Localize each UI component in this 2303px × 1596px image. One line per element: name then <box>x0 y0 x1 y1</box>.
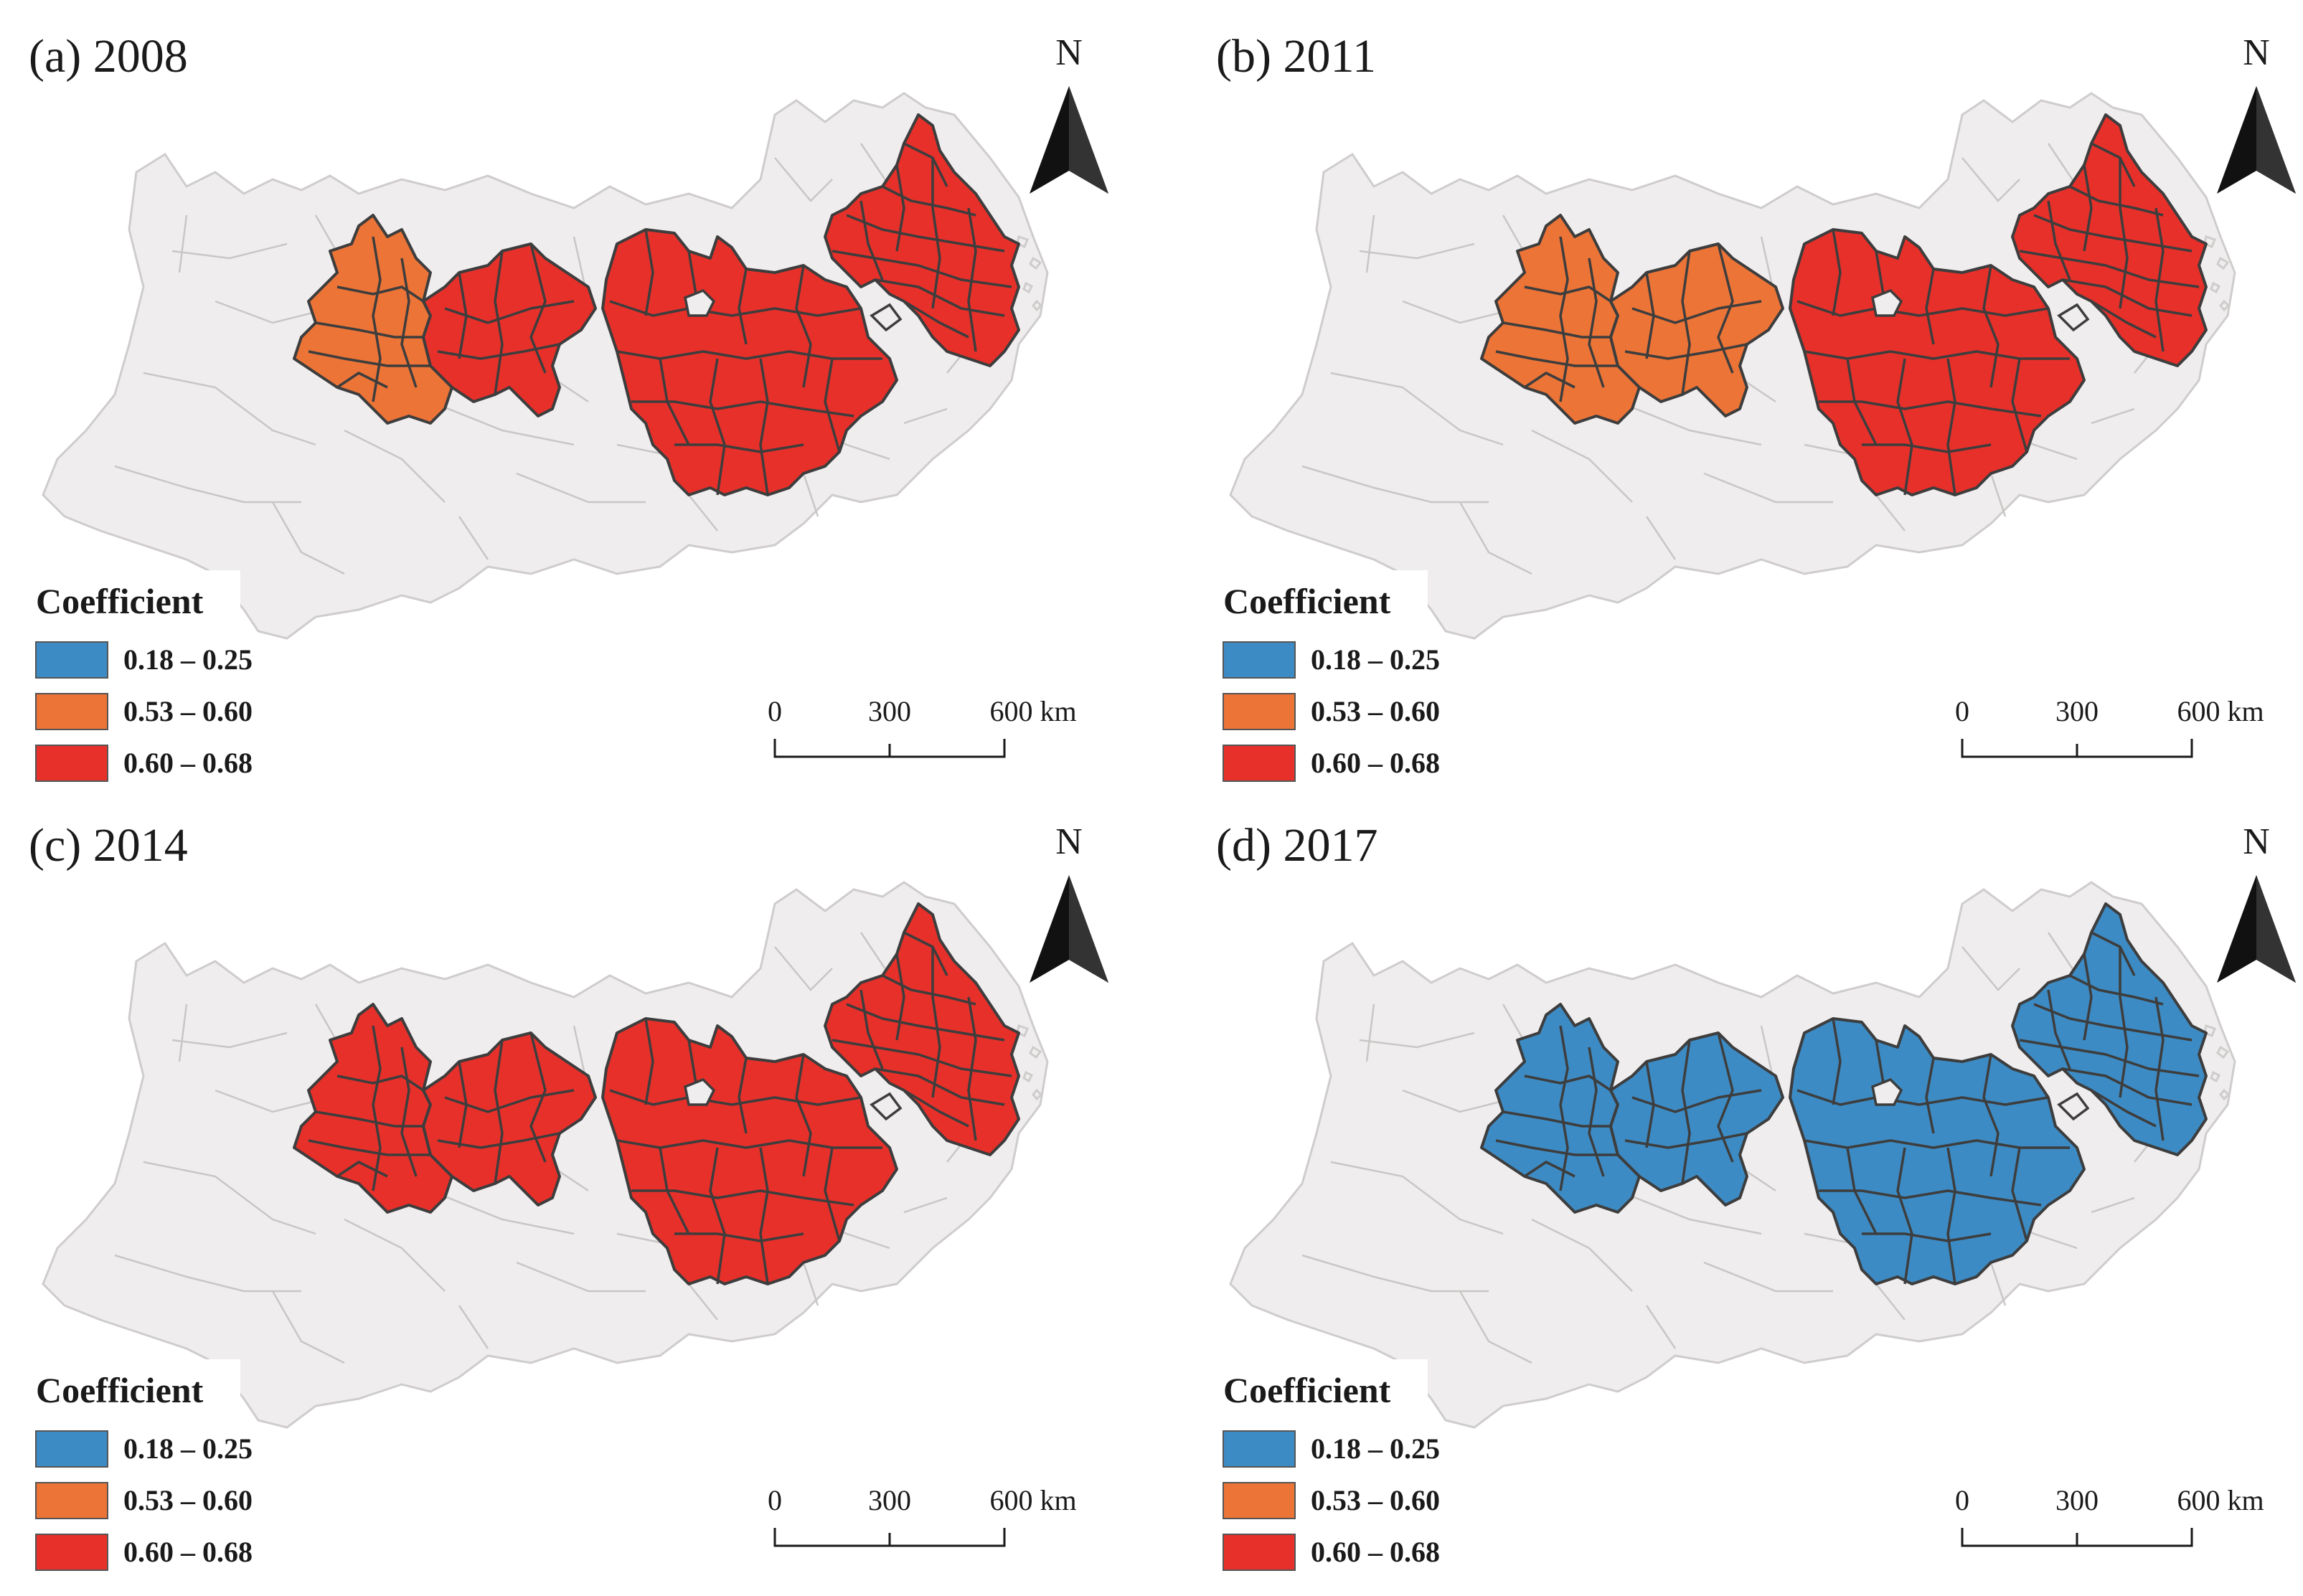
legend-swatch <box>1223 1534 1296 1571</box>
legend-label: 0.53 – 0.60 <box>1311 1484 1440 1516</box>
scale-tick-label: 600 km <box>989 1484 1076 1516</box>
north-label: N <box>2243 821 2270 862</box>
legend-label: 0.53 – 0.60 <box>123 695 253 727</box>
scale-tick-label: 300 <box>2055 1484 2099 1516</box>
legend-swatch <box>35 745 108 782</box>
map-panel-c: (c) 2014 N Coefficient 0.18 – 0.25 0.53 – 0.… <box>25 819 1108 1574</box>
legend: Coefficient 0.18 – 0.25 0.53 – 0.60 0.60 – … <box>25 1359 253 1574</box>
panel-title: (d) 2017 <box>1216 819 1377 872</box>
legend: Coefficient 0.18 – 0.25 0.53 – 0.60 0.60 – … <box>25 570 253 785</box>
scale-bar: 0 300 600 km <box>1955 695 2264 758</box>
legend-label: 0.18 – 0.25 <box>123 1432 253 1465</box>
legend-swatch <box>35 1534 108 1571</box>
scale-bar-line <box>1961 739 2193 758</box>
north-arrow-icon <box>2217 875 2296 983</box>
legend-swatch <box>1223 693 1296 730</box>
scale-tick-label: 0 <box>768 1484 782 1516</box>
map-panel-d: (d) 2017 N Coefficient 0.18 – 0.25 0.53 – 0.… <box>1212 819 2296 1574</box>
legend-label: 0.18 – 0.25 <box>1311 643 1440 676</box>
legend-swatch <box>35 693 108 730</box>
legend-title: Coefficient <box>36 581 204 621</box>
scale-tick-label: 600 km <box>2177 1484 2264 1516</box>
north-label: N <box>1055 32 1083 73</box>
legend-label: 0.60 – 0.68 <box>123 1536 253 1568</box>
legend-label: 0.53 – 0.60 <box>1311 695 1440 727</box>
legend-label: 0.18 – 0.25 <box>123 643 253 676</box>
scale-bar-line <box>773 1528 1006 1547</box>
scale-tick-label: 600 km <box>989 695 1076 727</box>
legend-swatch <box>35 641 108 679</box>
scale-bar-line <box>1961 1528 2193 1547</box>
scale-tick-label: 600 km <box>2177 695 2264 727</box>
scale-tick-label: 0 <box>768 695 782 727</box>
scale-tick-label: 300 <box>2055 695 2099 727</box>
north-arrow-icon <box>1030 875 1108 983</box>
scale-bar: 0 300 600 km <box>1955 1484 2264 1547</box>
legend-swatch <box>35 1482 108 1519</box>
legend: Coefficient 0.18 – 0.25 0.53 – 0.60 0.60 – … <box>1212 570 1440 785</box>
legend: Coefficient 0.18 – 0.25 0.53 – 0.60 0.60 – … <box>1212 1359 1440 1574</box>
legend-title: Coefficient <box>1223 1370 1391 1410</box>
scale-tick-label: 0 <box>1955 695 1969 727</box>
panel-title: (c) 2014 <box>29 819 188 872</box>
map-panel-a: (a) 2008 N Coefficient 0.18 – 0.25 0.53 – 0.… <box>25 30 1108 785</box>
scale-bar: 0 300 600 km <box>768 1484 1077 1547</box>
scale-tick-label: 300 <box>868 1484 911 1516</box>
legend-swatch <box>1223 1430 1296 1468</box>
legend-label: 0.60 – 0.68 <box>1311 1536 1440 1568</box>
scale-tick-label: 300 <box>868 695 911 727</box>
scale-bar-line <box>773 739 1006 758</box>
north-arrow-icon <box>2217 86 2296 194</box>
map-panel-b: (b) 2011 N Coefficient 0.18 – 0.25 0.53 – 0.… <box>1212 30 2296 785</box>
legend-title: Coefficient <box>1223 581 1391 621</box>
north-label: N <box>2243 32 2270 73</box>
scale-bar: 0 300 600 km <box>768 695 1077 758</box>
scale-tick-label: 0 <box>1955 1484 1969 1516</box>
map-panels: (a) 2008 N Coefficient 0.18 – 0.25 0.53 – 0.… <box>25 30 2296 1574</box>
legend-label: 0.53 – 0.60 <box>123 1484 253 1516</box>
north-arrow-icon <box>1030 86 1108 194</box>
legend-label: 0.60 – 0.68 <box>123 747 253 779</box>
north-label: N <box>1055 821 1083 862</box>
legend-label: 0.60 – 0.68 <box>1311 747 1440 779</box>
legend-swatch <box>1223 641 1296 679</box>
legend-swatch <box>1223 1482 1296 1519</box>
legend-swatch <box>35 1430 108 1468</box>
legend-title: Coefficient <box>36 1370 204 1410</box>
legend-swatch <box>1223 745 1296 782</box>
panel-title: (a) 2008 <box>29 30 188 82</box>
legend-label: 0.18 – 0.25 <box>1311 1432 1440 1465</box>
panel-title: (b) 2011 <box>1216 30 1376 82</box>
